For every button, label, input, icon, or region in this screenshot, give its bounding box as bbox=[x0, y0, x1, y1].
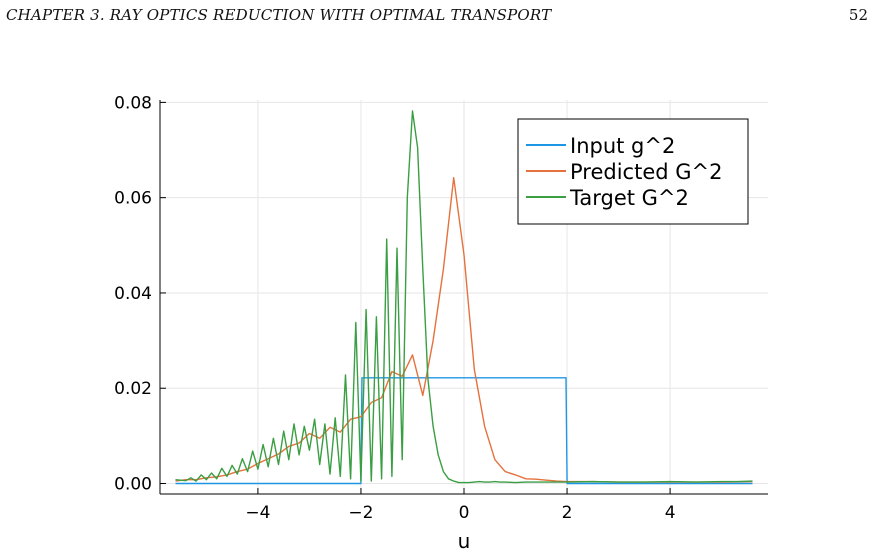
chapter-title: CHAPTER 3. RAY OPTICS REDUCTION WITH OPT… bbox=[6, 6, 552, 24]
axes bbox=[159, 100, 768, 495]
y-tick-label: 0.02 bbox=[114, 379, 152, 399]
series-line-3 bbox=[175, 110, 753, 484]
x-tick-label: 4 bbox=[665, 503, 676, 523]
y-tick-label: 0.00 bbox=[114, 475, 152, 495]
series-line-1 bbox=[175, 377, 753, 485]
page-header: CHAPTER 3. RAY OPTICS REDUCTION WITH OPT… bbox=[6, 6, 868, 28]
y-tick-label: 0.08 bbox=[114, 93, 152, 113]
legend-label-2: Predicted G^2 bbox=[570, 160, 723, 184]
x-tick-label: 0 bbox=[459, 503, 470, 523]
x-tick-label: −2 bbox=[348, 503, 373, 523]
series-layer bbox=[175, 110, 753, 485]
page-number: 52 bbox=[848, 6, 868, 24]
legend-box bbox=[517, 118, 749, 225]
tick-labels: −4 −2 0 2 4 0.00 0.02 0.04 0.06 0.08 bbox=[114, 93, 675, 523]
y-tick-label: 0.06 bbox=[114, 189, 152, 209]
x-axis-label: u bbox=[458, 529, 471, 553]
y-tick-label: 0.04 bbox=[114, 284, 152, 304]
series-line-2 bbox=[175, 176, 753, 483]
x-tick-label: −4 bbox=[245, 503, 270, 523]
legend-label-3: Target G^2 bbox=[569, 186, 689, 210]
x-tick-label: 2 bbox=[562, 503, 573, 523]
legend-label-1: Input g^2 bbox=[570, 134, 675, 158]
